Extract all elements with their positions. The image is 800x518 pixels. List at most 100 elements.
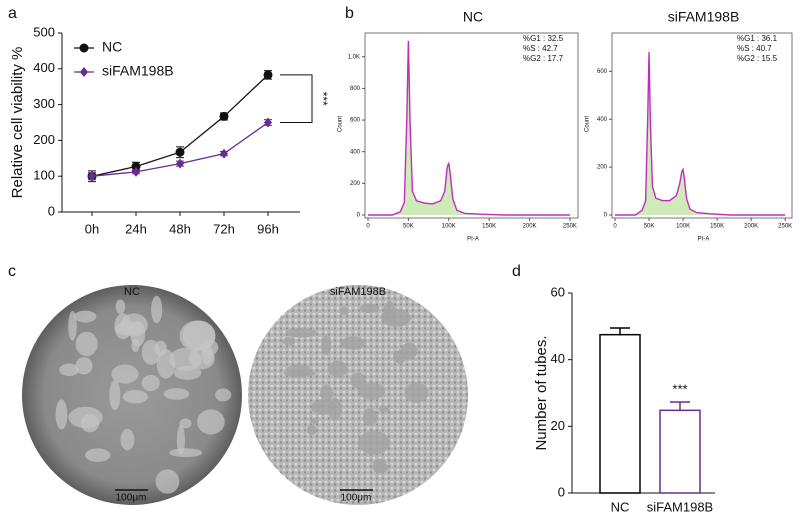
panel-letter: d bbox=[512, 263, 521, 280]
cell-cycle-stat: %G1 : 36.1 bbox=[737, 34, 778, 43]
y-axis-label: Number of tubes. bbox=[533, 335, 550, 450]
y-tick-label: 0 bbox=[48, 203, 55, 218]
panel-letter: c bbox=[8, 263, 16, 280]
y-tick-label: 400 bbox=[597, 117, 608, 123]
x-tick-label: 50K bbox=[644, 224, 655, 230]
y-tick-label: 200 bbox=[350, 181, 361, 187]
texture bbox=[59, 363, 79, 377]
point bbox=[131, 162, 141, 172]
texture bbox=[197, 409, 225, 435]
y-tick-label: 300 bbox=[33, 96, 55, 111]
texture bbox=[115, 299, 126, 315]
x-axis-label: PI-A bbox=[698, 237, 710, 243]
texture bbox=[306, 424, 317, 436]
significance-label: *** bbox=[316, 92, 330, 106]
texture bbox=[179, 320, 216, 352]
point bbox=[263, 70, 273, 80]
chart-title: NC bbox=[463, 9, 483, 25]
y-tick-label: 40 bbox=[551, 351, 565, 366]
y-tick-label: 600 bbox=[597, 69, 608, 75]
x-tick-label: 150K bbox=[482, 224, 496, 230]
y-tick-label: 600 bbox=[350, 118, 361, 124]
y-tick-label: 0 bbox=[604, 213, 608, 219]
texture bbox=[176, 425, 185, 455]
texture bbox=[120, 428, 135, 451]
cell-cycle-stat: %G1 : 32.5 bbox=[523, 34, 564, 43]
y-axis-label: Relative cell viability % bbox=[9, 47, 26, 199]
cell-cycle-stat: %G2 : 17.7 bbox=[523, 54, 564, 63]
texture bbox=[68, 311, 77, 341]
legend-marker bbox=[80, 67, 88, 77]
x-tick-label: siFAM198B bbox=[647, 499, 713, 514]
significance-label: *** bbox=[672, 381, 687, 396]
plot-frame bbox=[364, 32, 579, 219]
y-tick-label: 200 bbox=[33, 132, 55, 147]
significance-bracket bbox=[280, 74, 313, 123]
texture bbox=[130, 320, 146, 347]
x-tick-label: 0 bbox=[366, 224, 370, 230]
y-tick-label: 400 bbox=[33, 60, 55, 75]
y-tick-label: 800 bbox=[350, 86, 361, 92]
scale-bar-label: 100μm bbox=[116, 493, 147, 504]
area-fill bbox=[368, 40, 570, 216]
texture bbox=[310, 418, 319, 425]
x-tick-label: 200K bbox=[523, 224, 537, 230]
y-tick-label: 0 bbox=[558, 484, 565, 499]
x-tick-label: 96h bbox=[257, 221, 279, 236]
texture bbox=[327, 360, 348, 377]
texture bbox=[173, 365, 202, 380]
bar bbox=[599, 333, 641, 494]
point bbox=[220, 148, 228, 159]
texture bbox=[85, 448, 111, 462]
y-tick-label: 20 bbox=[551, 418, 565, 433]
texture bbox=[286, 328, 317, 338]
texture bbox=[358, 430, 390, 455]
x-tick-label: NC bbox=[611, 499, 630, 514]
texture bbox=[320, 384, 334, 402]
point bbox=[88, 171, 96, 182]
x-tick-label: 100K bbox=[676, 224, 690, 230]
panel-letter: a bbox=[8, 5, 17, 22]
y-tick-label: 1.0K bbox=[348, 54, 360, 60]
texture bbox=[156, 349, 176, 379]
texture bbox=[109, 380, 121, 411]
texture bbox=[327, 397, 342, 421]
texture bbox=[163, 388, 190, 400]
area-fill bbox=[615, 52, 786, 215]
texture bbox=[283, 369, 316, 378]
texture bbox=[359, 303, 380, 313]
y-axis-label: Count bbox=[338, 116, 344, 132]
legend-label: NC bbox=[102, 39, 122, 55]
texture bbox=[155, 469, 180, 494]
cell-cycle-stat: %G2 : 15.5 bbox=[737, 54, 778, 63]
texture bbox=[400, 342, 418, 360]
texture bbox=[80, 414, 100, 433]
cell-cycle-stat: %S : 40.7 bbox=[737, 44, 772, 53]
texture bbox=[350, 372, 366, 389]
texture bbox=[383, 300, 396, 324]
point bbox=[175, 147, 185, 157]
point bbox=[132, 166, 140, 177]
image-label: siFAM198B bbox=[330, 286, 386, 298]
y-tick-label: 400 bbox=[350, 149, 361, 155]
texture bbox=[75, 331, 98, 357]
texture bbox=[141, 374, 160, 392]
texture bbox=[339, 306, 349, 316]
x-axis-label: PI-A bbox=[467, 237, 479, 243]
texture bbox=[169, 347, 202, 371]
texture bbox=[74, 310, 97, 323]
texture bbox=[55, 399, 68, 430]
x-tick-label: 250K bbox=[563, 224, 577, 230]
x-tick-label: 250K bbox=[778, 224, 792, 230]
error-bar bbox=[610, 327, 630, 335]
texture bbox=[340, 336, 366, 350]
y-tick-label: 100 bbox=[33, 168, 55, 183]
x-tick-label: 48h bbox=[169, 221, 191, 236]
texture bbox=[282, 337, 296, 346]
panel-letter: b bbox=[345, 5, 354, 22]
texture bbox=[321, 335, 332, 356]
point bbox=[176, 158, 184, 169]
error-bar bbox=[670, 401, 690, 411]
legend-marker bbox=[79, 43, 89, 53]
